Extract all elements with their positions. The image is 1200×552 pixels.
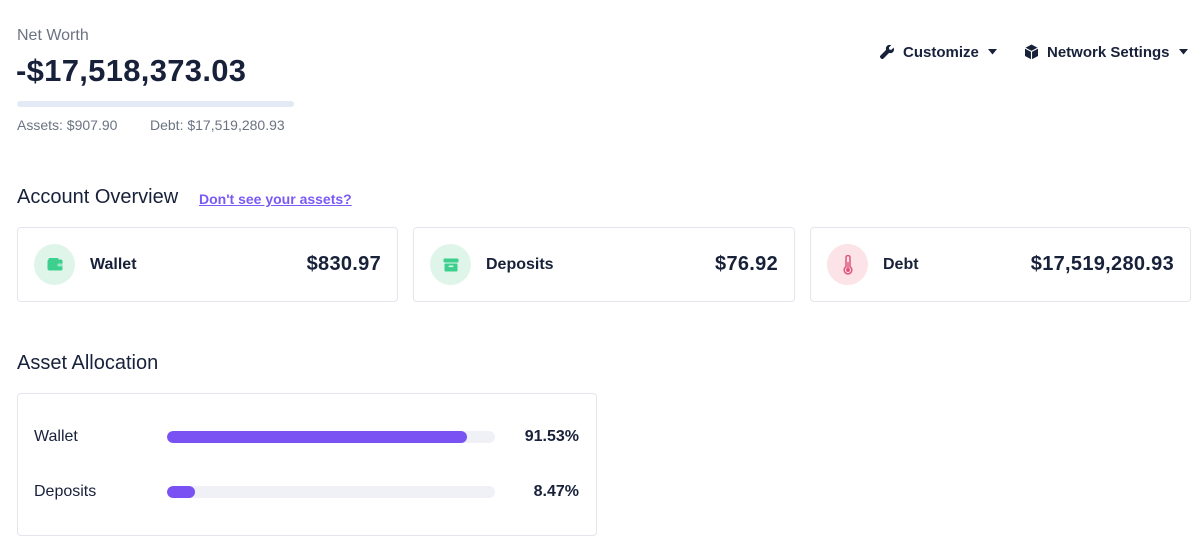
wallet-card-value: $830.97 (306, 253, 381, 275)
network-settings-label: Network Settings (1047, 43, 1170, 61)
debt-card[interactable]: Debt $17,519,280.93 (810, 227, 1191, 302)
chevron-down-icon (1178, 49, 1188, 55)
debt-card-label: Debt (883, 255, 919, 273)
missing-assets-link[interactable]: Don't see your assets? (199, 191, 352, 207)
allocation-row-label: Deposits (34, 483, 97, 500)
allocation-row-percent: 91.53% (524, 428, 579, 445)
wallet-icon (34, 244, 75, 285)
customize-button[interactable]: Customize (879, 40, 997, 64)
allocation-row: Wallet 91.53% (18, 425, 596, 449)
allocation-bar-fill (167, 431, 468, 443)
assets-total: Assets: $907.90 (17, 117, 118, 133)
allocation-row-percent: 8.47% (533, 483, 579, 500)
network-settings-button[interactable]: Network Settings (1024, 40, 1188, 64)
deposits-card-value: $76.92 (715, 253, 778, 275)
deposits-card[interactable]: Deposits $76.92 (413, 227, 795, 302)
archive-box-icon (430, 244, 471, 285)
asset-allocation-title: Asset Allocation (17, 352, 159, 374)
debt-card-value: $17,519,280.93 (1030, 253, 1174, 275)
chevron-down-icon (987, 49, 997, 55)
debt-total: Debt: $17,519,280.93 (150, 117, 285, 133)
wallet-card[interactable]: Wallet $830.97 (17, 227, 398, 302)
net-worth-label: Net Worth (17, 27, 89, 44)
asset-allocation-panel: Wallet 91.53% Deposits 8.47% (17, 393, 597, 536)
allocation-bar-track (167, 431, 495, 443)
thermometer-icon (827, 244, 868, 285)
deposits-card-label: Deposits (486, 255, 554, 273)
allocation-bar-fill (167, 486, 195, 498)
allocation-row: Deposits 8.47% (18, 480, 596, 504)
net-worth-bar (17, 101, 294, 107)
allocation-row-label: Wallet (34, 428, 78, 445)
net-worth-bar-fill (17, 101, 294, 107)
cube-icon (1024, 44, 1039, 60)
allocation-bar-track (167, 486, 495, 498)
account-overview-title: Account Overview (17, 186, 179, 208)
wrench-icon (879, 44, 895, 60)
wallet-card-label: Wallet (90, 255, 137, 273)
customize-label: Customize (903, 43, 979, 61)
net-worth-value: -$17,518,373.03 (16, 53, 247, 88)
